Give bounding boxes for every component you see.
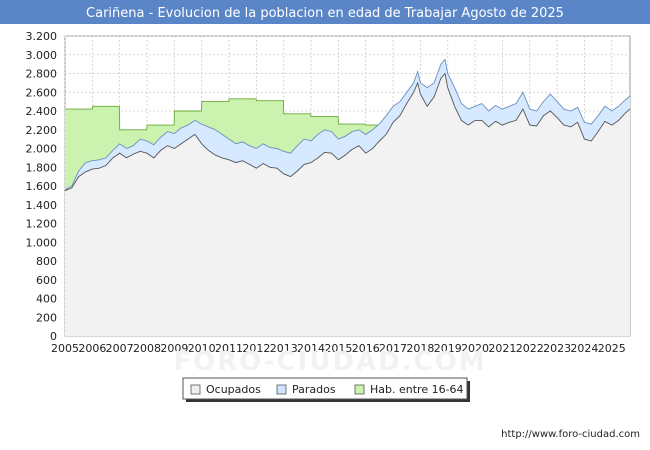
y-axis: 0 200 400 600 800 1.000 1.200 1.400 1.600 1.800 2.… xyxy=(26,30,58,343)
x-tick-label: 2022 xyxy=(516,342,544,355)
y-tick-label: 1.400 xyxy=(26,199,58,212)
y-tick-label: 800 xyxy=(36,255,57,268)
x-tick-label: 2014 xyxy=(297,342,325,355)
x-tick-label: 2009 xyxy=(160,342,188,355)
watermark: FORO-CIUDAD.COM xyxy=(173,347,486,377)
legend-label-parados: Parados xyxy=(292,383,336,396)
legend-swatch-parados xyxy=(276,384,287,395)
x-tick-label: 2015 xyxy=(324,342,352,355)
x-tick-label: 2005 xyxy=(51,342,79,355)
y-tick-label: 2.400 xyxy=(26,105,58,118)
x-tick-label: 2020 xyxy=(461,342,489,355)
y-tick-label: 1.200 xyxy=(26,218,58,231)
y-tick-label: 3.200 xyxy=(26,30,58,43)
x-tick-label: 2013 xyxy=(270,342,298,355)
series-layer xyxy=(64,58,631,337)
x-tick-label: 2006 xyxy=(78,342,106,355)
x-tick-label: 2023 xyxy=(543,342,571,355)
legend-swatch-hab xyxy=(354,384,365,395)
y-tick-label: 2.000 xyxy=(26,143,58,156)
x-tick-label: 2012 xyxy=(242,342,270,355)
legend: Ocupados Parados Hab. entre 16-64 xyxy=(182,377,470,402)
x-tick-label: 2019 xyxy=(434,342,462,355)
x-axis: 2005 2006 2007 2008 2009 2010 2011 2012 2013 2014… xyxy=(51,342,626,355)
y-tick-label: 600 xyxy=(36,274,57,287)
footer-url: http://www.foro-ciudad.com xyxy=(501,429,640,440)
series-line-parados xyxy=(64,58,631,191)
x-tick-label: 2016 xyxy=(352,342,380,355)
legend-label-ocupados: Ocupados xyxy=(206,383,261,396)
y-tick-label: 3.000 xyxy=(26,49,58,62)
x-tick-label: 2025 xyxy=(598,342,626,355)
x-tick-label: 2024 xyxy=(570,342,598,355)
x-tick-label: 2008 xyxy=(133,342,161,355)
x-tick-label: 2011 xyxy=(215,342,243,355)
x-tick-label: 2021 xyxy=(488,342,516,355)
y-tick-label: 2.200 xyxy=(26,124,58,137)
y-tick-label: 1.000 xyxy=(26,236,58,249)
x-tick-label: 2017 xyxy=(379,342,407,355)
x-tick-label: 2010 xyxy=(188,342,216,355)
legend-box xyxy=(182,377,468,400)
y-tick-label: 2.600 xyxy=(26,86,58,99)
x-tick-label: 2018 xyxy=(406,342,434,355)
chart-title: Cariñena - Evolucion de la poblacion en … xyxy=(86,6,564,21)
legend-swatch-ocupados xyxy=(190,384,201,395)
y-tick-label: 2.800 xyxy=(26,68,58,81)
series-line-hab-entre-16-64 xyxy=(65,98,393,131)
x-tick-label: 2007 xyxy=(106,342,134,355)
series-line-ocupados xyxy=(64,72,631,192)
series-area-ocupados xyxy=(65,73,630,336)
y-tick-label: 200 xyxy=(36,311,57,324)
title-bar xyxy=(0,0,650,24)
y-tick-label: 1.800 xyxy=(26,161,58,174)
y-tick-label: 1.600 xyxy=(26,180,58,193)
y-tick-label: 0 xyxy=(50,330,57,343)
y-tick-label: 400 xyxy=(36,293,57,306)
legend-label-hab: Hab. entre 16-64 xyxy=(370,383,464,396)
